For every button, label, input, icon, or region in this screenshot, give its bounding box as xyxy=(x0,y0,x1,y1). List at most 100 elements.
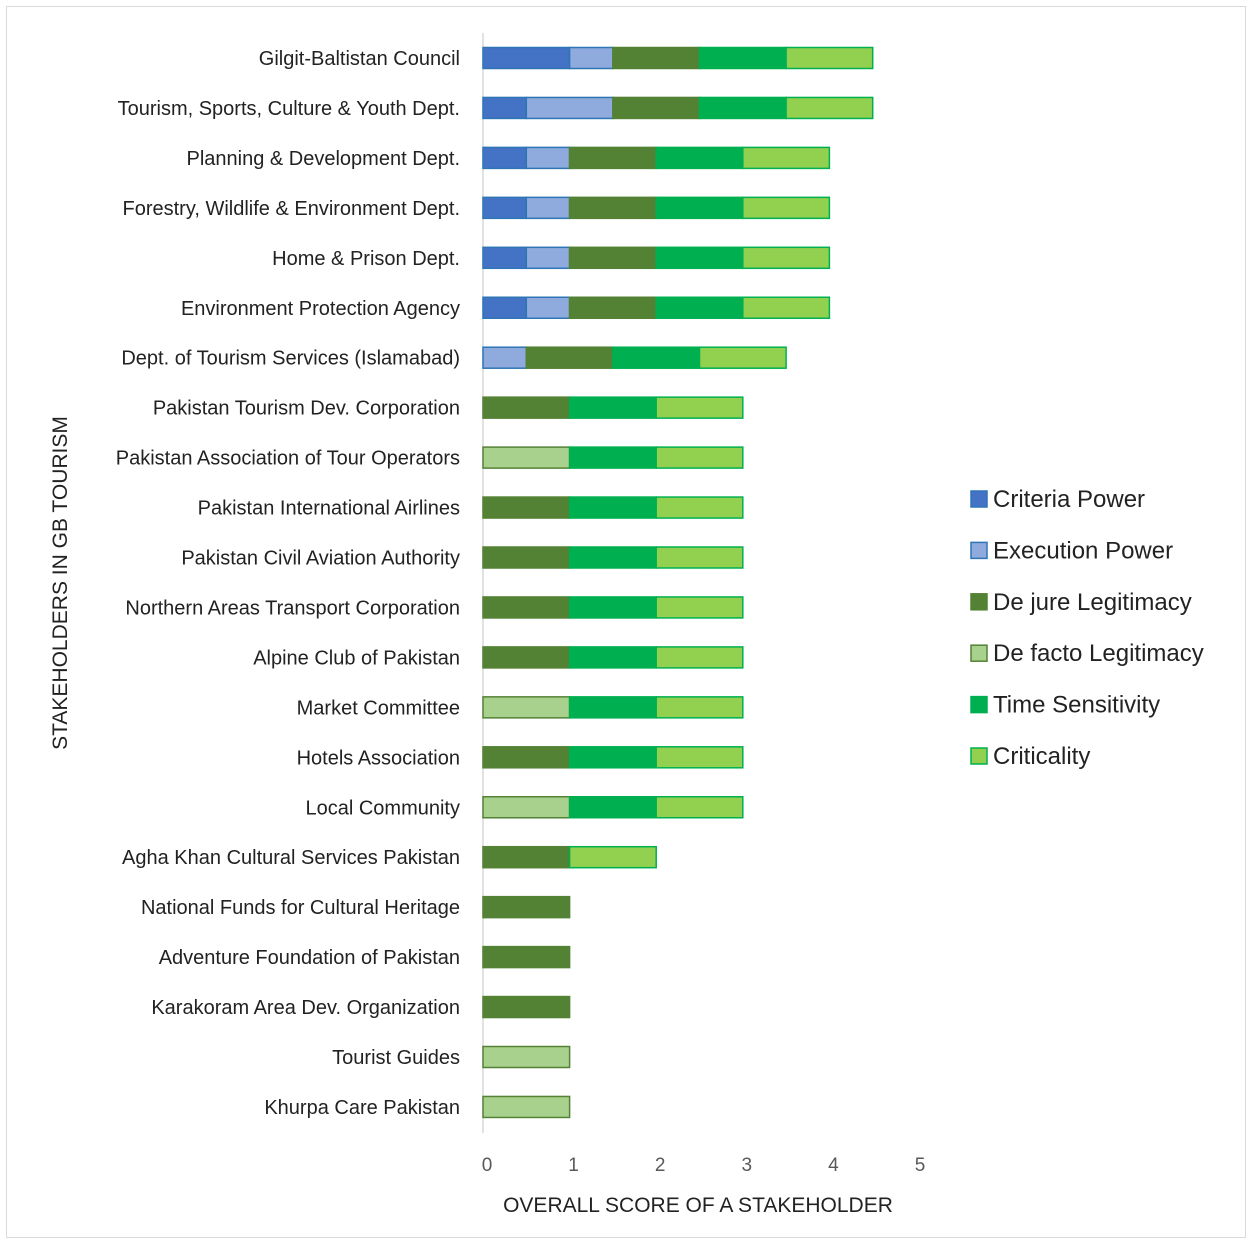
x-tick-label-2: 2 xyxy=(655,1155,666,1176)
bar-execution-power-home-prison-dept xyxy=(525,246,571,270)
bar-criticality-dept-of-tourism-services-islamabad xyxy=(698,346,787,369)
category-label-pakistan-association-of-tour-operators: Pakistan Association of Tour Operators xyxy=(116,448,460,470)
bar-criticality-planning-development-dept xyxy=(742,146,831,170)
legend-label-de-jure-legitimacy: De jure Legitimacy xyxy=(993,589,1192,616)
bar-de-jure-legitimacy-pakistan-civil-aviation-authority xyxy=(482,546,571,569)
bar-de-jure-legitimacy-karakoram-area-dev-organization xyxy=(482,995,571,1019)
category-label-adventure-foundation-of-pakistan: Adventure Foundation of Pakistan xyxy=(159,947,460,969)
bar-execution-power-gilgit-baltistan-council xyxy=(568,46,614,70)
x-tick-label-4: 4 xyxy=(828,1155,839,1176)
bar-criteria-power-gilgit-baltistan-council xyxy=(482,46,571,70)
bar-de-jure-legitimacy-alpine-club-of-pakistan xyxy=(482,646,571,669)
bar-execution-power-dept-of-tourism-services-islamabad xyxy=(482,346,528,369)
bar-criticality-local-community xyxy=(655,796,744,819)
bar-criticality-forestry-wildlife-environment-dept xyxy=(742,196,831,220)
category-label-tourism-sports-culture-youth-dept: Tourism, Sports, Culture & Youth Dept. xyxy=(118,98,460,120)
category-label-dept-of-tourism-services-islamabad: Dept. of Tourism Services (Islamabad) xyxy=(121,348,460,370)
category-label-market-committee: Market Committee xyxy=(297,697,460,719)
bar-criticality-environment-protection-agency xyxy=(742,296,831,319)
x-tick-label-0: 0 xyxy=(482,1155,493,1176)
bar-de-jure-legitimacy-gilgit-baltistan-council xyxy=(612,46,701,70)
bar-time-sensitivity-local-community xyxy=(568,796,657,819)
bar-criticality-pakistan-tourism-dev-corporation xyxy=(655,396,744,419)
bar-de-jure-legitimacy-northern-areas-transport-corporation xyxy=(482,596,571,619)
bar-time-sensitivity-dept-of-tourism-services-islamabad xyxy=(612,346,701,369)
category-label-pakistan-international-airlines: Pakistan International Airlines xyxy=(198,498,460,520)
y-axis-title: STAKEHOLDERS IN GB TOURISM xyxy=(49,416,72,750)
category-label-national-funds-for-cultural-heritage: National Funds for Cultural Heritage xyxy=(141,897,460,919)
legend-label-criticality: Criticality xyxy=(993,743,1090,770)
legend-label-criteria-power: Criteria Power xyxy=(993,486,1145,513)
bar-time-sensitivity-pakistan-civil-aviation-authority xyxy=(568,546,657,569)
bar-time-sensitivity-environment-protection-agency xyxy=(655,296,744,319)
bar-time-sensitivity-market-committee xyxy=(568,696,657,719)
bar-criticality-pakistan-international-airlines xyxy=(655,496,744,519)
legend-swatch-criteria-power xyxy=(970,490,988,508)
x-tick-label-5: 5 xyxy=(915,1155,926,1176)
legend-swatch-time-sensitivity xyxy=(970,695,988,714)
category-label-hotels-association: Hotels Association xyxy=(297,747,460,769)
category-label-pakistan-civil-aviation-authority: Pakistan Civil Aviation Authority xyxy=(181,548,460,570)
category-label-northern-areas-transport-corporation: Northern Areas Transport Corporation xyxy=(125,597,460,619)
bar-time-sensitivity-forestry-wildlife-environment-dept xyxy=(655,196,744,220)
bar-criteria-power-forestry-wildlife-environment-dept xyxy=(482,196,528,220)
bar-criteria-power-tourism-sports-culture-youth-dept xyxy=(482,96,528,120)
bar-de-jure-legitimacy-pakistan-tourism-dev-corporation xyxy=(482,396,571,419)
bar-time-sensitivity-northern-areas-transport-corporation xyxy=(568,596,657,619)
category-label-home-prison-dept: Home & Prison Dept. xyxy=(272,248,460,270)
bar-de-jure-legitimacy-dept-of-tourism-services-islamabad xyxy=(525,346,614,369)
bar-execution-power-tourism-sports-culture-youth-dept xyxy=(525,96,614,120)
bar-de-facto-legitimacy-local-community xyxy=(482,796,571,819)
category-label-environment-protection-agency: Environment Protection Agency xyxy=(181,298,460,320)
bar-de-facto-legitimacy-market-committee xyxy=(482,696,571,719)
category-label-local-community: Local Community xyxy=(305,797,460,819)
bar-execution-power-planning-development-dept xyxy=(525,146,571,170)
category-label-alpine-club-of-pakistan: Alpine Club of Pakistan xyxy=(253,647,460,669)
bar-de-jure-legitimacy-adventure-foundation-of-pakistan xyxy=(482,945,571,969)
bar-criticality-alpine-club-of-pakistan xyxy=(655,646,744,669)
category-label-gilgit-baltistan-council: Gilgit-Baltistan Council xyxy=(259,48,460,70)
bar-time-sensitivity-gilgit-baltistan-council xyxy=(698,46,787,70)
bar-criticality-hotels-association xyxy=(655,746,744,769)
legend-swatch-criticality xyxy=(970,747,988,765)
bar-de-facto-legitimacy-khurpa-care-pakistan xyxy=(482,1095,571,1119)
bar-de-jure-legitimacy-planning-development-dept xyxy=(568,146,657,170)
legend-swatch-de-jure-legitimacy xyxy=(970,593,988,611)
category-label-karakoram-area-dev-organization: Karakoram Area Dev. Organization xyxy=(151,997,460,1019)
legend-label-time-sensitivity: Time Sensitivity xyxy=(993,692,1160,719)
bar-de-facto-legitimacy-pakistan-association-of-tour-operators xyxy=(482,446,571,469)
bar-de-jure-legitimacy-environment-protection-agency xyxy=(568,296,657,319)
bar-time-sensitivity-pakistan-international-airlines xyxy=(568,496,657,519)
x-tick-label-1: 1 xyxy=(568,1155,579,1176)
bar-criticality-agha-khan-cultural-services-pakistan xyxy=(568,845,657,869)
bar-de-jure-legitimacy-forestry-wildlife-environment-dept xyxy=(568,196,657,220)
category-labels: Gilgit-Baltistan Council Tourism, Sports,… xyxy=(116,48,460,1119)
bar-criticality-tourism-sports-culture-youth-dept xyxy=(785,96,874,120)
bar-time-sensitivity-pakistan-association-of-tour-operators xyxy=(568,446,657,469)
bar-criticality-home-prison-dept xyxy=(742,246,831,270)
bar-criteria-power-environment-protection-agency xyxy=(482,296,528,319)
x-axis-title: OVERALL SCORE OF A STAKEHOLDER xyxy=(503,1194,893,1217)
bar-time-sensitivity-pakistan-tourism-dev-corporation xyxy=(568,396,657,419)
bar-time-sensitivity-planning-development-dept xyxy=(655,146,744,170)
category-label-agha-khan-cultural-services-pakistan: Agha Khan Cultural Services Pakistan xyxy=(122,847,460,869)
bar-execution-power-forestry-wildlife-environment-dept xyxy=(525,196,571,220)
legend-swatch-execution-power xyxy=(970,541,988,560)
bar-criticality-market-committee xyxy=(655,696,744,719)
bar-criteria-power-planning-development-dept xyxy=(482,146,528,170)
bar-time-sensitivity-tourism-sports-culture-youth-dept xyxy=(698,96,787,120)
bar-de-jure-legitimacy-home-prison-dept xyxy=(568,246,657,270)
bar-de-facto-legitimacy-tourist-guides xyxy=(482,1045,571,1069)
x-tick-label-3: 3 xyxy=(742,1155,753,1176)
category-label-pakistan-tourism-dev-corporation: Pakistan Tourism Dev. Corporation xyxy=(153,398,460,420)
category-label-khurpa-care-pakistan: Khurpa Care Pakistan xyxy=(264,1097,460,1119)
bar-criticality-northern-areas-transport-corporation xyxy=(655,596,744,619)
bar-de-jure-legitimacy-agha-khan-cultural-services-pakistan xyxy=(482,845,571,869)
category-label-tourist-guides: Tourist Guides xyxy=(332,1047,460,1069)
bar-time-sensitivity-home-prison-dept xyxy=(655,246,744,270)
legend: Criteria Power Execution Power De jure Leg… xyxy=(970,486,1204,770)
legend-swatch-de-facto-legitimacy xyxy=(970,644,988,662)
category-label-forestry-wildlife-environment-dept: Forestry, Wildlife & Environment Dept. xyxy=(122,198,460,220)
bar-time-sensitivity-hotels-association xyxy=(568,746,657,769)
